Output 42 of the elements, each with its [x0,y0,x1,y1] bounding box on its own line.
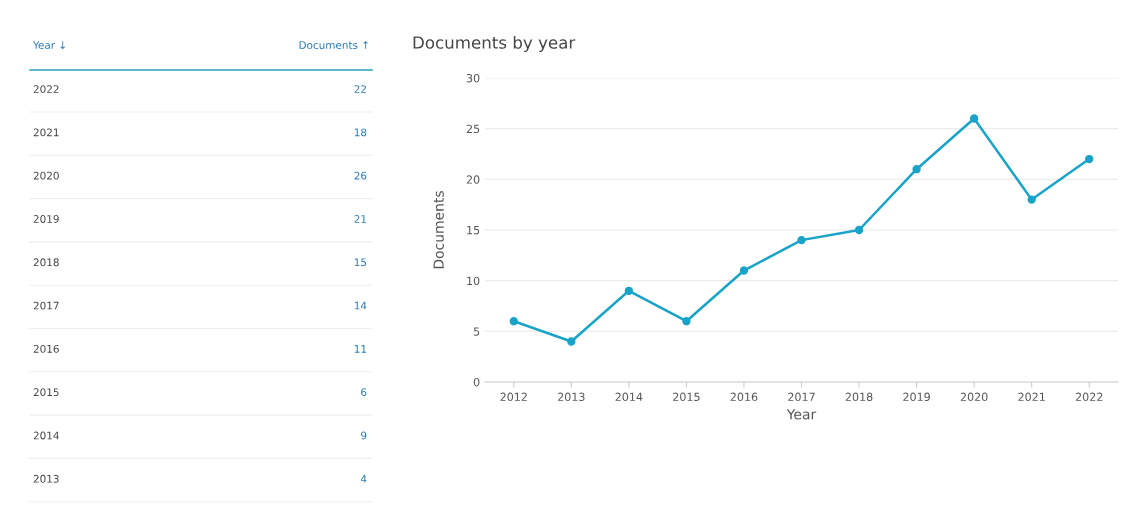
y-tick-label: 20 [466,175,480,184]
x-tick-label: 2013 [557,392,585,402]
x-tick-label: 2019 [903,392,930,402]
text: 6 [361,388,367,397]
y-tick-label: 5 [473,327,480,336]
x-axis-title: Year [786,409,817,420]
x-tick-label: 2015 [673,392,700,402]
category-label: 2013 [33,474,59,483]
x-tick-label: 2016 [730,392,758,402]
text: 18 [354,128,367,137]
y-tick-label: 10 [467,276,480,286]
x-tick-label: 2022 [1075,392,1103,402]
category-label: 2021 [33,128,59,137]
category-label: 2018 [33,258,59,267]
x-tick-label: 2017 [788,392,815,402]
text: 22 [354,85,366,93]
y-tick-label: 25 [466,124,480,134]
x-tick-label: 2020 [960,392,988,402]
category-label: 2019 [33,215,59,223]
x-tick-label: 2021 [1018,392,1045,402]
category-label: 2017 [33,301,59,310]
y-tick-label: 0 [473,377,480,387]
text: 4 [360,474,367,483]
text: 11 [354,345,367,353]
x-tick-label: 2012 [500,392,527,402]
category-label: 2014 [33,431,59,440]
text: 14 [354,301,367,310]
text: 21 [354,215,367,223]
category-label: 2016 [33,344,59,353]
y-tick-label: 30 [466,73,480,83]
chart-title: Documents by year [413,35,576,53]
text: Documents ↑ [299,41,368,50]
y-tick-label: 15 [467,226,480,235]
text: Year ↓ [32,41,65,50]
category-label: 2022 [33,85,59,94]
text: 15 [354,258,367,267]
text: 26 [354,171,367,180]
text: 9 [361,431,367,440]
category-label: 2020 [33,171,59,180]
x-tick-label: 2014 [615,392,643,402]
x-tick-label: 2018 [845,392,873,402]
y-axis-title: Documents [433,191,444,269]
